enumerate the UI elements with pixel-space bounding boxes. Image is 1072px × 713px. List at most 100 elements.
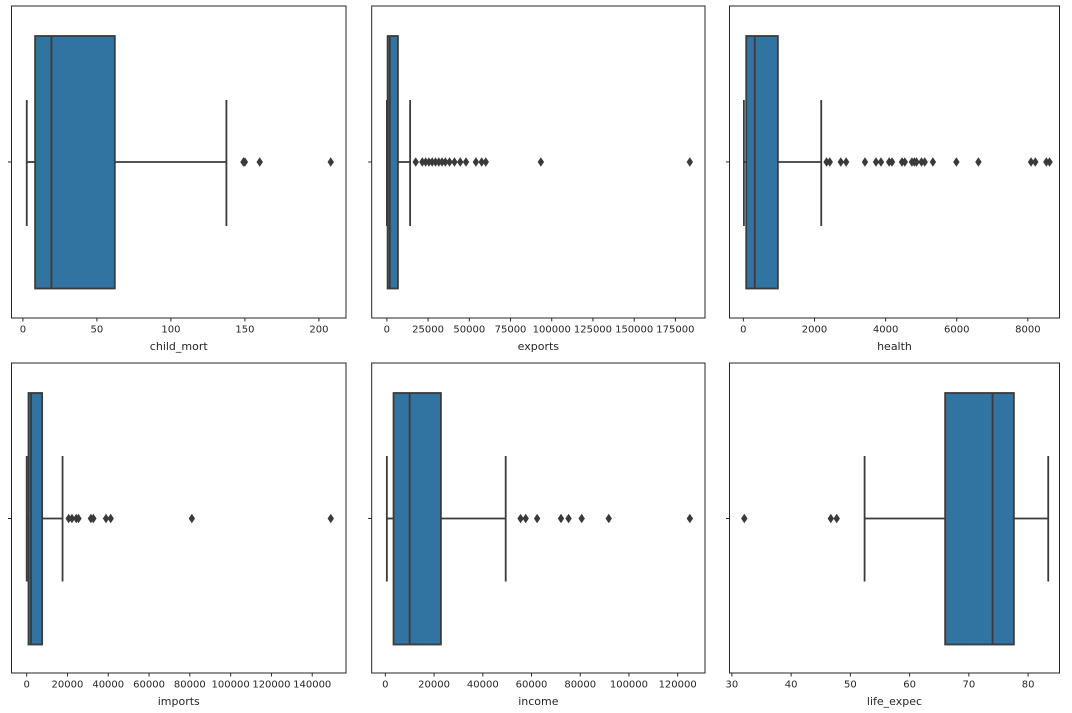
x-tick-label: 60000: [516, 680, 548, 691]
outlier-point: [442, 157, 449, 167]
subplot-income: 0 20000 40000 60000 80000 100000 120000 income: [368, 362, 706, 708]
subplot-imports: 0 20000 40000 60000 80000 100000 120000 140000 i…: [8, 362, 347, 708]
x-tick-label: 100: [161, 325, 180, 336]
x-tick-label: 6000: [944, 325, 969, 336]
x-tick-label: 80: [1022, 680, 1035, 691]
outlier-point: [435, 157, 443, 167]
x-tick-label: 80000: [564, 680, 596, 691]
outlier-point: [107, 513, 114, 524]
iqr-box: [745, 35, 779, 290]
x-tick-label: 80000: [174, 680, 206, 691]
outlier-point: [327, 513, 334, 524]
x-tick-label: 60: [903, 680, 916, 691]
x-axis-label: life_expec: [867, 695, 922, 708]
outlier-point: [565, 513, 572, 524]
outlier-point: [741, 513, 748, 524]
x-axis-label: health: [877, 340, 912, 353]
subplot-exports: 0 25000 50000 75000 100000 125000 150000 175000…: [368, 5, 706, 353]
outlier-point: [826, 157, 833, 167]
x-axis-label: income: [518, 695, 559, 708]
outlier-point: [65, 513, 72, 524]
outlier-point: [478, 157, 485, 167]
outlier-point: [921, 157, 928, 167]
x-tick-label: 50: [91, 325, 104, 336]
x-tick-label: 30: [726, 680, 739, 691]
outlier-point: [446, 157, 453, 167]
outlier-point: [419, 157, 426, 167]
x-tick-label: 125000: [574, 325, 612, 336]
x-tick-label: 40: [785, 680, 798, 691]
outlier-point: [472, 157, 480, 167]
outlier-point: [412, 157, 419, 167]
outlier-point: [686, 513, 694, 524]
outlier-point: [102, 513, 110, 524]
x-tick-label: 100000: [533, 325, 571, 336]
outlier-point: [451, 157, 458, 167]
x-tick-label: 8000: [1015, 325, 1040, 336]
subplot-health: 0 2000 4000 6000 8000 health: [726, 5, 1060, 353]
outlier-point: [68, 513, 76, 524]
outlier-point: [833, 513, 840, 524]
outlier-point: [823, 157, 830, 167]
x-tick-label: 100000: [610, 680, 648, 691]
outlier-point: [327, 157, 334, 167]
outlier-point: [842, 157, 850, 167]
outlier-point: [482, 157, 489, 167]
x-tick-label: 0: [23, 680, 29, 691]
outlier-point: [188, 513, 196, 524]
outlier-point: [438, 157, 446, 167]
x-tick-label: 0: [384, 325, 390, 336]
outlier-point: [605, 513, 612, 524]
iqr-box: [392, 392, 442, 646]
outlier-point: [888, 157, 896, 167]
iqr-box: [34, 35, 116, 290]
outlier-point: [1032, 157, 1039, 167]
iqr-box: [386, 35, 399, 290]
x-tick-label: 4000: [873, 325, 898, 336]
x-tick-label: 150: [235, 325, 254, 336]
outlier-point: [975, 157, 982, 167]
x-tick-label: 40000: [92, 680, 124, 691]
outlier-point: [517, 513, 524, 524]
x-tick-label: 175000: [656, 325, 694, 336]
outlier-point: [90, 513, 97, 524]
outlier-point: [457, 157, 464, 167]
x-tick-label: 0: [740, 325, 746, 336]
x-axis-label: exports: [518, 340, 560, 353]
x-axis-label: child_mort: [150, 340, 209, 353]
outlier-point: [1027, 157, 1035, 167]
x-tick-label: 140000: [293, 680, 331, 691]
x-tick-label: 0: [382, 680, 388, 691]
outlier-point: [537, 157, 545, 167]
x-tick-label: 40000: [467, 680, 499, 691]
subplot-life_expec: 30 40 50 60 70 80 life_expec: [726, 362, 1060, 708]
outlier-point: [557, 513, 565, 524]
outlier-point: [1043, 157, 1050, 167]
x-tick-label: 20000: [52, 680, 84, 691]
x-tick-label: 150000: [615, 325, 653, 336]
outlier-point: [256, 157, 263, 167]
outlier-point: [872, 157, 880, 167]
x-tick-label: 50: [844, 680, 857, 691]
x-tick-label: 25000: [412, 325, 444, 336]
iqr-box: [944, 392, 1015, 646]
x-tick-label: 120000: [659, 680, 697, 691]
outlier-point: [901, 157, 909, 167]
x-tick-label: 20000: [418, 680, 450, 691]
outlier-point: [425, 157, 433, 167]
outlier-point: [533, 513, 541, 524]
outlier-point: [241, 157, 249, 167]
x-tick-label: 50000: [453, 325, 485, 336]
outlier-point: [861, 157, 869, 167]
outlier-point: [1046, 157, 1053, 167]
x-tick-label: 100000: [212, 680, 250, 691]
x-axis-label: imports: [158, 695, 200, 708]
x-tick-label: 60000: [133, 680, 165, 691]
outlier-point: [877, 157, 885, 167]
x-tick-label: 200: [309, 325, 328, 336]
outlier-point: [918, 157, 925, 167]
subplot-child_mort: 0 50 100 150 200 child_mort: [8, 5, 347, 353]
outlier-point: [827, 513, 835, 524]
